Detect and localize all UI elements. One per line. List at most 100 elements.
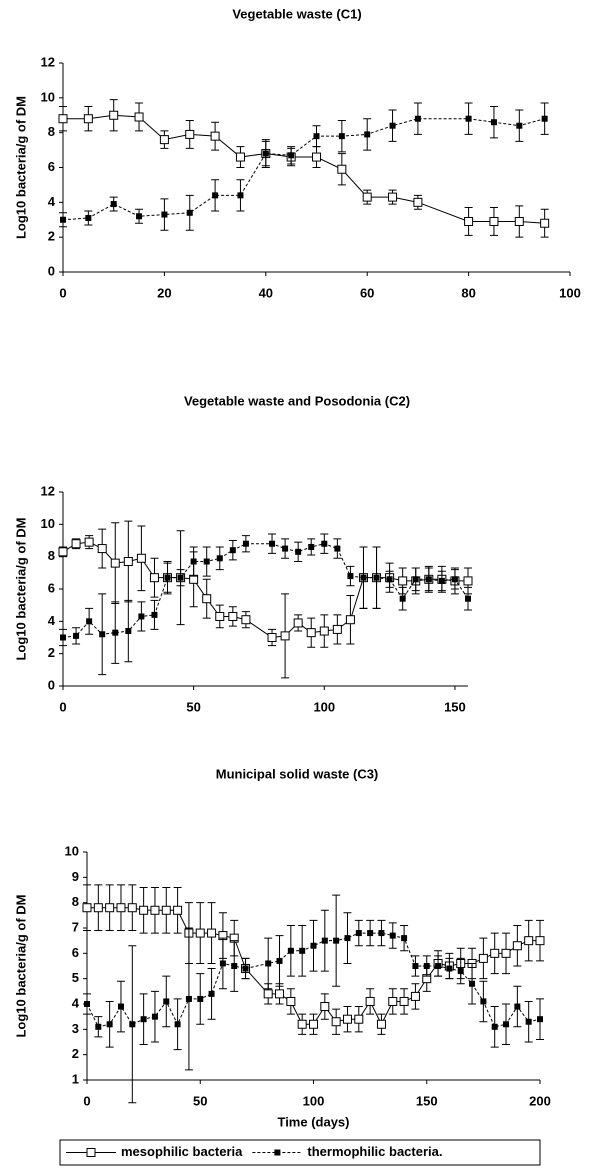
y-tick-label: 6: [48, 580, 55, 595]
data-point: [86, 618, 93, 625]
data-point: [308, 543, 315, 550]
data-point: [287, 947, 294, 954]
data-point: [185, 129, 195, 139]
data-point: [161, 905, 171, 915]
data-point: [237, 192, 244, 199]
data-point: [127, 903, 137, 913]
data-point: [465, 115, 472, 122]
data-point: [399, 595, 406, 602]
data-point: [537, 1016, 543, 1023]
y-axis-label: Log10 bacteria/g of DM: [13, 894, 28, 1037]
data-point: [117, 1003, 124, 1010]
data-point: [373, 574, 380, 581]
data-point: [490, 948, 500, 958]
data-point: [331, 1017, 341, 1027]
data-point: [269, 540, 276, 547]
data-point: [190, 558, 197, 565]
data-point: [362, 192, 372, 202]
x-tick-label: 0: [59, 699, 66, 714]
x-tick-label: 80: [461, 285, 475, 300]
x-tick-label: 0: [59, 285, 66, 300]
data-point: [123, 557, 133, 567]
data-point: [136, 213, 143, 220]
y-tick-label: 0: [48, 263, 55, 278]
x-tick-label: 0: [83, 1093, 90, 1108]
y-tick-label: 8: [48, 548, 55, 563]
data-point: [105, 903, 115, 913]
data-point: [242, 965, 249, 972]
data-point: [446, 965, 453, 972]
data-point: [83, 114, 93, 124]
data-point: [84, 1001, 90, 1007]
y-tick-label: 2: [48, 229, 55, 244]
x-tick-label: 50: [193, 1093, 207, 1108]
data-point: [151, 611, 158, 618]
data-point: [210, 131, 220, 141]
data-point: [541, 115, 548, 122]
data-point: [310, 942, 317, 949]
y-tick-label: 9: [72, 869, 79, 884]
y-tick-label: 2: [72, 1046, 79, 1061]
data-point: [412, 576, 419, 583]
data-point: [435, 963, 442, 969]
data-point: [275, 989, 285, 999]
data-point: [525, 1018, 532, 1025]
data-point: [262, 150, 269, 157]
data-point: [344, 935, 351, 942]
data-point: [321, 937, 328, 944]
data-point: [464, 216, 474, 226]
legend-marker: [86, 1148, 96, 1157]
y-tick-label: 4: [72, 995, 80, 1010]
data-point: [58, 114, 68, 124]
data-point: [306, 628, 316, 638]
data-point: [73, 632, 80, 639]
chart-title: Vegetable waste (C1): [232, 6, 361, 21]
data-point: [138, 613, 145, 620]
data-point: [295, 548, 302, 555]
data-point: [203, 558, 210, 565]
data-point: [185, 995, 192, 1002]
data-point: [219, 960, 226, 967]
x-axis-label: Time (days): [277, 1114, 349, 1129]
data-point: [313, 133, 320, 140]
series-line: [62, 541, 468, 639]
data-point: [451, 576, 458, 583]
data-point: [280, 631, 290, 641]
data-point: [241, 615, 251, 625]
data-point: [71, 539, 81, 549]
data-point: [457, 968, 464, 975]
data-point: [378, 930, 385, 937]
data-point: [212, 192, 219, 199]
x-tick-label: 50: [186, 699, 200, 714]
data-point: [347, 573, 354, 580]
data-point: [60, 216, 66, 223]
data-point: [514, 1003, 521, 1010]
data-point: [140, 1016, 147, 1023]
y-tick-label: 6: [48, 159, 55, 174]
data-point: [235, 152, 245, 162]
data-point: [125, 628, 132, 635]
data-point: [110, 558, 120, 568]
legend-label: mesophilic bacteria: [121, 1144, 243, 1159]
data-point: [423, 963, 430, 969]
data-point: [320, 1002, 330, 1012]
data-point: [95, 1023, 102, 1030]
data-point: [82, 903, 92, 913]
data-point: [84, 537, 94, 547]
data-point: [97, 544, 107, 554]
data-point: [288, 152, 295, 159]
chart-title: Vegetable waste and Posodonia (C2): [184, 393, 410, 408]
data-point: [265, 960, 272, 967]
data-point: [195, 928, 205, 938]
data-point: [364, 131, 371, 138]
data-point: [197, 995, 204, 1002]
y-tick-label: 2: [48, 645, 55, 660]
data-point: [321, 540, 328, 547]
y-tick-label: 8: [72, 894, 79, 909]
data-point: [465, 595, 471, 602]
data-point: [389, 122, 396, 129]
data-point: [139, 905, 149, 915]
y-tick-label: 12: [41, 54, 55, 69]
